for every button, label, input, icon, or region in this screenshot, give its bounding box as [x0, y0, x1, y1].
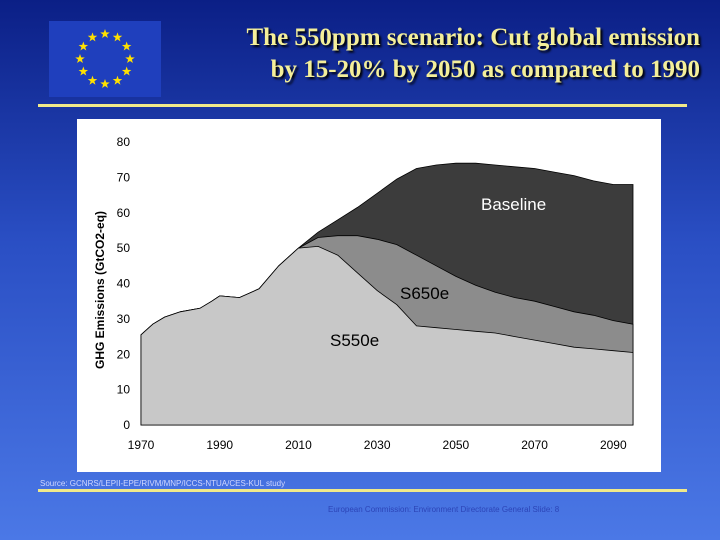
- flag-star-icon: [121, 66, 132, 76]
- slide-title: The 550ppm scenario: Cut global emission…: [170, 22, 700, 86]
- flag-star-icon: [78, 41, 89, 51]
- flag-star-icon: [78, 66, 89, 76]
- flag-star-icon: [125, 54, 135, 64]
- flag-star-icon: [87, 32, 98, 42]
- series-label-baseline: Baseline: [481, 195, 546, 214]
- series-label-s650e: S650e: [400, 284, 449, 303]
- footer-text: European Commission: Environment Directo…: [328, 505, 560, 514]
- eu-flag-icon: [49, 21, 161, 97]
- flag-star-icon: [100, 29, 110, 39]
- eu-stars-icon: [75, 29, 135, 89]
- source-note: Source: GCNRS/LEPII-EPE/RIVM/MNP/ICCS-NT…: [40, 479, 286, 488]
- area-s550e: [140, 245, 634, 426]
- y-tick-label: 40: [117, 277, 131, 291]
- series-label-s550e: S550e: [330, 331, 379, 350]
- y-tick-label: 80: [117, 135, 131, 149]
- emissions-chart-panel: 0 10 20 30 40 50 60 70 80 1970 1990 2010 2030 2050 207…: [77, 119, 661, 472]
- title-divider: [38, 104, 687, 107]
- flag-star-icon: [87, 75, 98, 85]
- x-tick-label: 2090: [600, 438, 627, 452]
- flag-star-icon: [112, 32, 123, 42]
- flag-star-icon: [112, 75, 123, 85]
- y-axis-label: GHG Emissions (GtCO2-eq): [93, 211, 107, 369]
- title-line-1: The 550ppm scenario: Cut global emission: [246, 24, 700, 51]
- y-tick-label: 70: [117, 170, 131, 184]
- x-tick-label: 2050: [443, 438, 470, 452]
- x-tick-label: 1990: [206, 438, 233, 452]
- flag-star-icon: [121, 41, 132, 51]
- x-tick-label: 2070: [521, 438, 548, 452]
- x-tick-label: 2010: [285, 438, 312, 452]
- y-tick-label: 10: [117, 383, 131, 397]
- footer-divider: [38, 489, 687, 492]
- title-line-2: by 15-20% by 2050 as compared to 1990: [270, 56, 700, 83]
- y-tick-label: 0: [123, 418, 130, 432]
- flag-star-icon: [100, 79, 110, 89]
- y-tick-label: 20: [117, 347, 131, 361]
- y-tick-label: 50: [117, 241, 131, 255]
- x-tick-label: 1970: [128, 438, 155, 452]
- x-tick-label: 2030: [364, 438, 391, 452]
- y-tick-label: 60: [117, 206, 131, 220]
- y-tick-label: 30: [117, 312, 131, 326]
- flag-star-icon: [75, 54, 85, 64]
